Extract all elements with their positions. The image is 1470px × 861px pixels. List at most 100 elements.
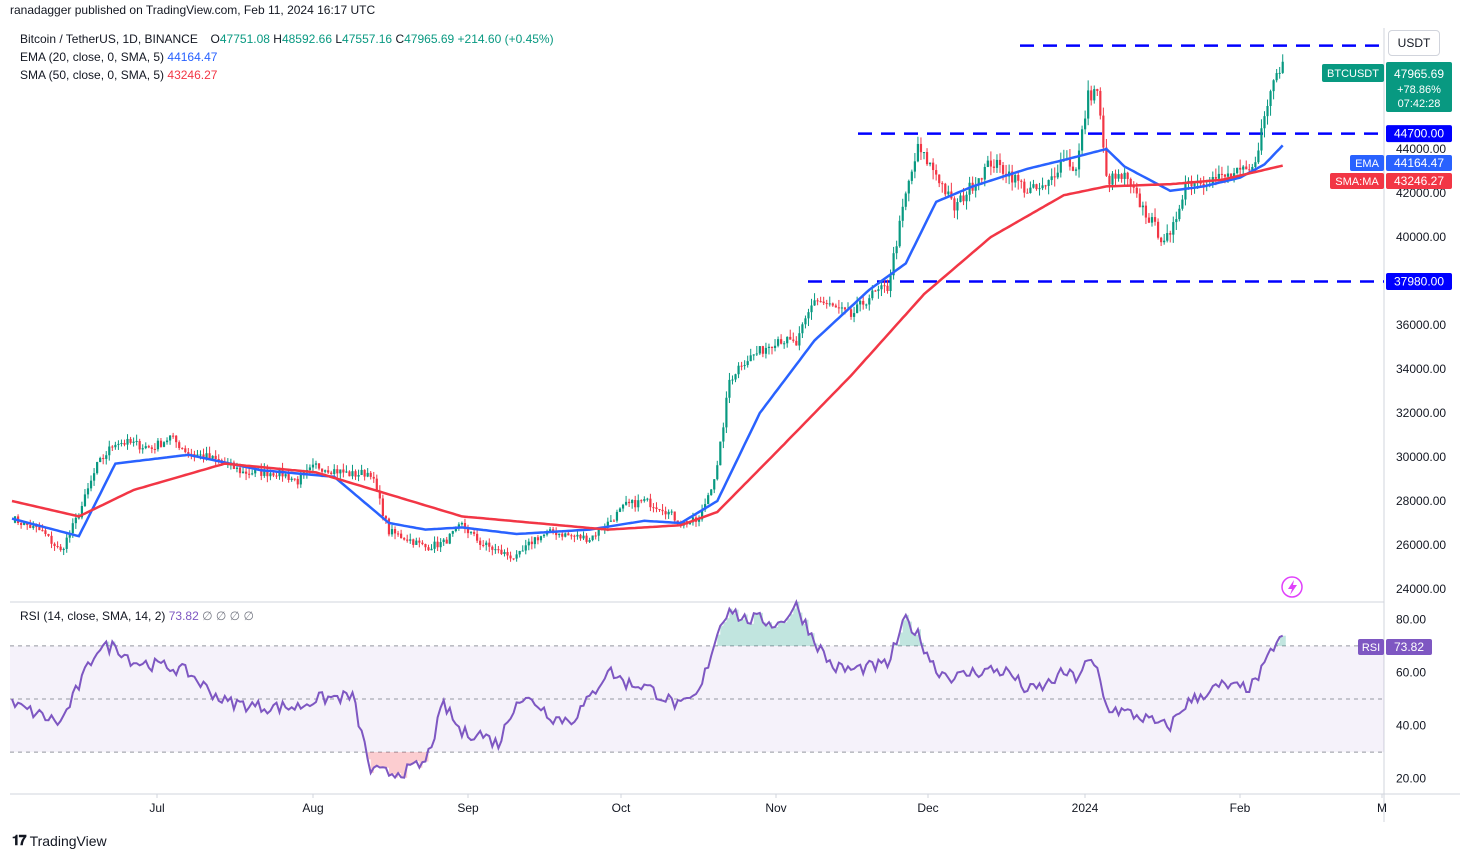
x-tick-label: Jul	[149, 801, 164, 815]
candle	[214, 450, 217, 465]
close-label: C	[395, 32, 405, 46]
tag-rsi-value: 73.82	[1394, 640, 1424, 654]
rsi-legend[interactable]: RSI (14, close, SMA, 14, 2) 73.82 ∅ ∅ ∅ …	[20, 609, 254, 623]
sma-tag: SMA:MA 43246.27	[1330, 173, 1452, 189]
ema-legend[interactable]: EMA (20, close, 0, SMA, 5) 44164.47	[20, 48, 217, 66]
candle	[807, 308, 810, 327]
candle	[567, 531, 570, 536]
candle	[114, 441, 117, 450]
candle	[564, 532, 567, 538]
level-high-tag: 44700.00	[1386, 125, 1452, 143]
candle	[117, 440, 120, 450]
candle	[856, 296, 859, 314]
candle	[205, 446, 208, 461]
candle	[1217, 165, 1220, 181]
candle	[877, 285, 880, 299]
candle	[758, 346, 761, 356]
candle	[354, 469, 357, 480]
candle	[1236, 167, 1239, 175]
currency-button[interactable]: USDT	[1388, 30, 1440, 56]
tradingview-logo-icon: 𝟏𝟕	[12, 832, 27, 848]
candle	[916, 136, 920, 163]
candle	[1105, 138, 1108, 178]
level-low-tag: 37980.00	[1386, 272, 1452, 290]
candle	[621, 503, 625, 512]
candle	[80, 501, 84, 520]
candle	[594, 531, 597, 540]
candle	[74, 513, 77, 529]
candle	[776, 336, 780, 348]
candle	[600, 528, 603, 531]
candle	[1065, 150, 1068, 161]
candle	[427, 544, 430, 551]
candle	[682, 520, 685, 529]
candle	[1080, 125, 1084, 156]
candle	[1263, 111, 1266, 138]
candle	[953, 196, 956, 219]
candle	[287, 470, 290, 483]
candle	[23, 521, 26, 526]
candle	[1117, 169, 1120, 182]
candle	[400, 529, 403, 539]
candle	[813, 293, 816, 306]
candle	[634, 495, 637, 512]
candle	[509, 551, 512, 562]
rsi-y-tick-label: 60.00	[1396, 665, 1426, 679]
candle	[120, 439, 123, 447]
candle	[527, 538, 530, 551]
candle	[734, 373, 737, 383]
candle	[485, 540, 488, 551]
candle	[679, 520, 682, 528]
candle	[1242, 165, 1245, 176]
candle	[442, 538, 445, 546]
lightning-icon[interactable]	[1281, 576, 1303, 598]
candle	[132, 437, 135, 447]
low-value: 47557.16	[342, 32, 393, 46]
x-tick-label: Nov	[765, 801, 786, 815]
candle	[257, 466, 260, 470]
sma-legend[interactable]: SMA (50, close, 0, SMA, 5) 43246.27	[20, 66, 217, 84]
candle	[1056, 164, 1059, 180]
tag-ema-label: EMA	[1355, 158, 1380, 170]
candle	[108, 440, 111, 461]
candle	[974, 177, 977, 198]
candle	[272, 471, 275, 478]
candle	[944, 182, 947, 197]
candle	[1074, 167, 1078, 176]
candle	[302, 469, 305, 479]
candle	[965, 191, 968, 210]
candle	[460, 521, 464, 526]
candle	[536, 535, 540, 545]
sma-legend-value: 43246.27	[167, 68, 218, 82]
candle	[360, 464, 363, 476]
candle	[138, 438, 141, 454]
candle	[281, 462, 284, 482]
candle	[366, 468, 369, 478]
candle	[123, 439, 126, 447]
candle	[1129, 177, 1132, 194]
ema-line	[11, 144, 1284, 538]
candle	[260, 463, 263, 481]
candle	[582, 531, 585, 541]
candle	[147, 444, 150, 449]
candle	[439, 538, 442, 553]
candle	[1172, 216, 1175, 243]
candle	[515, 550, 518, 562]
candle	[196, 449, 199, 457]
candle	[637, 494, 640, 512]
candle	[62, 547, 65, 556]
y-tick-label: 44000.00	[1396, 142, 1446, 156]
candle	[555, 527, 558, 540]
candle	[47, 533, 50, 537]
symbol-title[interactable]: Bitcoin / TetherUS, 1D, BINANCE	[20, 32, 198, 46]
candle	[591, 535, 594, 542]
candle	[947, 185, 950, 197]
candle	[71, 518, 74, 538]
candle	[190, 448, 193, 460]
candle	[1153, 208, 1157, 226]
tradingview-footer[interactable]: 𝟏𝟕 TradingView	[12, 832, 107, 849]
rsi-legend-extras: ∅ ∅ ∅ ∅	[202, 609, 254, 623]
candle	[570, 533, 573, 540]
candle	[938, 174, 941, 188]
